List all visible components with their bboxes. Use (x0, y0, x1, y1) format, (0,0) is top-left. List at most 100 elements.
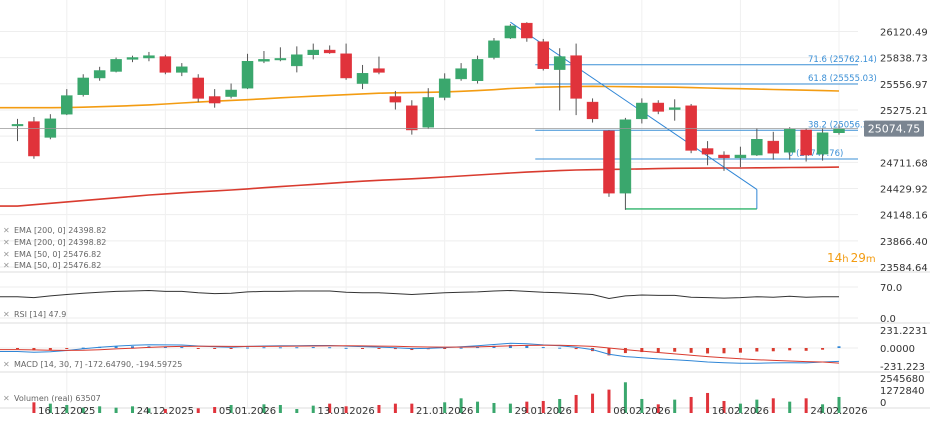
legend-volume: Volumen (real) 63507 (14, 394, 101, 403)
volume-bar (722, 400, 726, 413)
candle[interactable] (734, 146, 747, 168)
legend-close-icon[interactable]: ✕ (3, 261, 10, 270)
candle[interactable] (718, 151, 730, 171)
candle[interactable] (553, 48, 566, 111)
volume-bar (131, 406, 135, 413)
volume-pane[interactable] (32, 382, 841, 413)
candle[interactable] (307, 43, 319, 60)
candle[interactable] (438, 73, 451, 101)
candle[interactable] (241, 53, 254, 90)
candle[interactable] (389, 90, 402, 110)
legend-close-icon[interactable]: ✕ (3, 238, 10, 247)
legend-close-icon[interactable]: ✕ (3, 394, 10, 403)
candle[interactable] (800, 128, 812, 162)
candle[interactable] (274, 47, 287, 62)
candle[interactable] (783, 127, 796, 160)
volume-bar (640, 398, 644, 413)
macd-tick-label: -231.223 (880, 362, 925, 373)
candle-body (208, 96, 221, 104)
candle-body (225, 89, 237, 97)
legend-ema50-a: EMA [50, 0] 25476.82 (14, 250, 101, 259)
volume-bar (81, 407, 85, 413)
macd-histogram-bar (32, 348, 36, 351)
volume-bar (295, 408, 299, 413)
macd-histogram-bar (81, 347, 85, 349)
macd-histogram-bar (656, 348, 660, 353)
candle-body (44, 118, 57, 138)
macd-pane[interactable] (0, 342, 858, 364)
candle-body (389, 96, 402, 103)
candle[interactable] (504, 24, 517, 39)
rsi-pane[interactable] (0, 286, 858, 319)
candle[interactable] (143, 51, 155, 62)
legend-close-icon[interactable]: ✕ (3, 250, 10, 259)
macd-histogram-bar (607, 348, 611, 356)
candle[interactable] (570, 43, 582, 116)
legend-macd: MACD [14, 30, 7] -172.64790, -194.59725 (14, 360, 182, 369)
ema200-line (0, 166, 840, 207)
candle-body (652, 102, 665, 112)
candle[interactable] (110, 57, 122, 73)
candle[interactable] (44, 114, 57, 140)
legend-close-icon[interactable]: ✕ (3, 226, 10, 235)
candle[interactable] (603, 129, 615, 197)
trendline[interactable] (510, 21, 758, 190)
candle[interactable] (208, 89, 221, 108)
legend-close-icon[interactable]: ✕ (3, 360, 10, 369)
candle[interactable] (28, 116, 40, 159)
candle[interactable] (422, 88, 434, 130)
macd-histogram-bar (163, 346, 167, 348)
macd-tick-label: 0.0000 (880, 344, 915, 355)
macd-histogram-bar (114, 346, 118, 348)
candle[interactable] (356, 64, 369, 90)
macd-histogram-bar (492, 345, 496, 348)
legend-ema200-b: EMA [200, 0] 24398.82 (14, 238, 106, 247)
candle[interactable] (159, 54, 172, 75)
candle[interactable] (61, 89, 73, 116)
candle[interactable] (668, 99, 681, 121)
legend-row-ema200-a: ✕ EMA [200, 0] 24398.82 (3, 226, 106, 235)
candle[interactable] (176, 63, 188, 77)
candle[interactable] (11, 118, 24, 142)
rsi-tick-label: 0.0 (880, 314, 896, 325)
candle[interactable] (701, 141, 714, 166)
candle[interactable] (323, 45, 336, 54)
candle[interactable] (537, 38, 550, 71)
macd-tick-label: 231.2231 (880, 326, 928, 337)
candle[interactable] (619, 117, 632, 210)
main-pane[interactable]: 71.6 (25762.14) 61.8 (25555.03) 38.2 (2505… (0, 21, 924, 210)
candle[interactable] (471, 55, 484, 84)
macd-histogram-bar (328, 347, 332, 349)
candle-body (258, 59, 270, 62)
macd-histogram-bar (706, 348, 710, 354)
candle[interactable] (340, 43, 352, 80)
candle[interactable] (652, 100, 665, 115)
candle[interactable] (126, 55, 139, 63)
volume-bar (673, 399, 677, 413)
candle[interactable] (93, 66, 106, 81)
candle[interactable] (816, 128, 829, 161)
candle[interactable] (291, 46, 303, 73)
candle[interactable] (77, 74, 89, 97)
candle[interactable] (586, 98, 599, 123)
candle[interactable] (751, 128, 763, 156)
legend-close-icon[interactable]: ✕ (3, 310, 10, 319)
candle[interactable] (258, 51, 270, 64)
candle[interactable] (455, 63, 467, 81)
price-tick-label: 23866.40 (880, 237, 928, 248)
fib-level-label: 71.6 (25762.14) (808, 55, 877, 65)
candle[interactable] (636, 98, 648, 124)
legend-rsi: RSI [14] 47.9 (14, 310, 66, 319)
volume-bar (755, 399, 759, 413)
candle[interactable] (488, 38, 500, 60)
candle-body (143, 55, 155, 59)
price-tick-label: 24429.92 (880, 184, 928, 195)
candle[interactable] (373, 56, 385, 75)
candle[interactable] (192, 74, 204, 103)
candle[interactable] (521, 22, 533, 42)
candle-body (553, 56, 566, 70)
candle[interactable] (767, 131, 780, 160)
candle[interactable] (225, 83, 237, 99)
